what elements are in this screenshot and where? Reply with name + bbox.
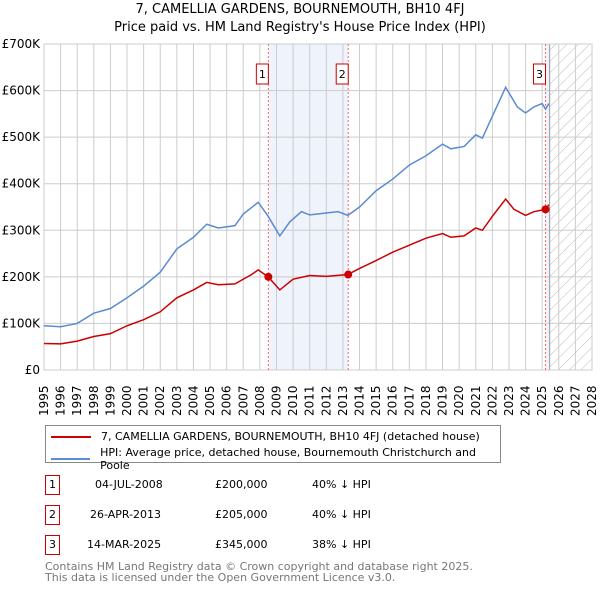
sale-label-box bbox=[255, 63, 269, 85]
y-tick-label: £500K bbox=[2, 130, 42, 144]
hpi-line bbox=[43, 85, 550, 328]
x-tick-label: 2006 bbox=[220, 385, 234, 416]
sale-hpi: 40% ↓ HPI bbox=[312, 478, 371, 491]
footer-licence: This data is licensed under the Open Gov… bbox=[45, 571, 396, 584]
x-tick-label: 2001 bbox=[137, 385, 151, 416]
sale-label-box bbox=[335, 63, 349, 85]
sale-hpi: 40% ↓ HPI bbox=[312, 508, 371, 521]
highlight-band bbox=[268, 44, 349, 370]
plot-border bbox=[43, 43, 593, 371]
sale-number: 3 bbox=[45, 535, 60, 555]
x-tick-label: 2011 bbox=[303, 385, 317, 416]
x-tick-label: 2007 bbox=[236, 385, 250, 416]
sale-point bbox=[541, 205, 550, 214]
x-tick-label: 2023 bbox=[502, 385, 516, 416]
sale-date: 04-JUL-2008 bbox=[95, 478, 163, 491]
x-tick-label: 2013 bbox=[336, 385, 350, 416]
sale-date: 14-MAR-2025 bbox=[87, 538, 162, 551]
sale-row: 3 14-MAR-2025 £345,000 38% ↓ HPI bbox=[45, 535, 445, 555]
sale-label: 3 bbox=[536, 68, 543, 81]
x-tick-label: 1999 bbox=[103, 385, 117, 416]
sale-hpi: 38% ↓ HPI bbox=[312, 538, 371, 551]
x-tick-label: 1998 bbox=[87, 385, 101, 416]
y-tick-label: £0 bbox=[25, 363, 40, 377]
sale-label-box bbox=[533, 63, 547, 85]
x-tick-label: 2014 bbox=[353, 385, 367, 416]
x-tick-label: 2022 bbox=[485, 385, 499, 416]
x-tick-label: 2009 bbox=[269, 385, 283, 416]
sale-number: 2 bbox=[45, 505, 60, 525]
legend-item-property: 7, CAMELLIA GARDENS, BOURNEMOUTH, BH10 4… bbox=[51, 430, 480, 443]
x-tick-label: 2008 bbox=[253, 385, 267, 416]
forecast-hatch bbox=[549, 44, 592, 370]
sale-price: £200,000 bbox=[215, 478, 268, 491]
legend-swatch bbox=[51, 435, 91, 438]
x-tick-label: 2016 bbox=[386, 385, 400, 416]
legend: 7, CAMELLIA GARDENS, BOURNEMOUTH, BH10 4… bbox=[45, 425, 501, 472]
sale-price: £205,000 bbox=[215, 508, 268, 521]
x-tick-label: 2025 bbox=[535, 385, 549, 416]
chart-subtitle: Price paid vs. HM Land Registry's House … bbox=[114, 20, 486, 35]
property-line bbox=[43, 197, 550, 345]
x-tick-label: 2021 bbox=[469, 385, 483, 416]
sale-row: 1 04-JUL-2008 £200,000 40% ↓ HPI bbox=[45, 475, 445, 495]
x-tick-label: 1995 bbox=[37, 385, 51, 416]
x-tick-label: 2010 bbox=[286, 385, 300, 416]
sale-label: 2 bbox=[339, 68, 346, 81]
sale-label: 1 bbox=[259, 68, 266, 81]
x-tick-label: 2000 bbox=[120, 385, 134, 416]
x-tick-label: 2003 bbox=[170, 385, 184, 416]
x-tick-label: 2018 bbox=[419, 385, 433, 416]
y-tick-label: £100K bbox=[2, 316, 42, 330]
x-tick-label: 2002 bbox=[153, 385, 167, 416]
plot-area: 1995 1996 1997 1998 1999 2000 2001 2002 2003 2004… bbox=[2, 37, 599, 416]
x-tick-label: 2020 bbox=[452, 385, 466, 416]
x-tick-label: 1996 bbox=[54, 385, 68, 416]
sale-price: £345,000 bbox=[215, 538, 268, 551]
x-tick-label: 2024 bbox=[519, 385, 533, 416]
footer-copyright: Contains HM Land Registry data © Crown c… bbox=[45, 560, 473, 573]
x-tick-label: 2026 bbox=[552, 385, 566, 416]
x-tick-label: 2015 bbox=[369, 385, 383, 416]
y-tick-label: £700K bbox=[2, 37, 42, 51]
x-tick-label: 2017 bbox=[402, 385, 416, 416]
legend-swatch bbox=[51, 458, 91, 460]
x-tick-label: 2004 bbox=[186, 385, 200, 416]
sale-point bbox=[264, 272, 273, 281]
sale-row: 2 26-APR-2013 £205,000 40% ↓ HPI bbox=[45, 505, 445, 525]
legend-label: 7, CAMELLIA GARDENS, BOURNEMOUTH, BH10 4… bbox=[101, 430, 480, 443]
x-tick-label: 2028 bbox=[585, 385, 599, 416]
y-tick-label: £600K bbox=[2, 84, 42, 98]
y-tick-label: £200K bbox=[2, 270, 42, 284]
x-tick-label: 2005 bbox=[203, 385, 217, 416]
sale-date: 26-APR-2013 bbox=[90, 508, 162, 521]
x-tick-label: 1997 bbox=[70, 385, 84, 416]
x-tick-label: 2019 bbox=[436, 385, 450, 416]
sale-point bbox=[344, 270, 353, 279]
sale-number: 1 bbox=[45, 475, 60, 495]
x-tick-label: 2012 bbox=[319, 385, 333, 416]
x-tick-label: 2027 bbox=[568, 385, 582, 416]
y-tick-label: £400K bbox=[2, 177, 42, 191]
chart-title: 7, CAMELLIA GARDENS, BOURNEMOUTH, BH10 4… bbox=[135, 2, 465, 17]
y-tick-label: £300K bbox=[2, 223, 42, 237]
legend-item-hpi: HPI: Average price, detached house, Bour… bbox=[51, 446, 500, 472]
legend-label: HPI: Average price, detached house, Bour… bbox=[100, 446, 477, 472]
